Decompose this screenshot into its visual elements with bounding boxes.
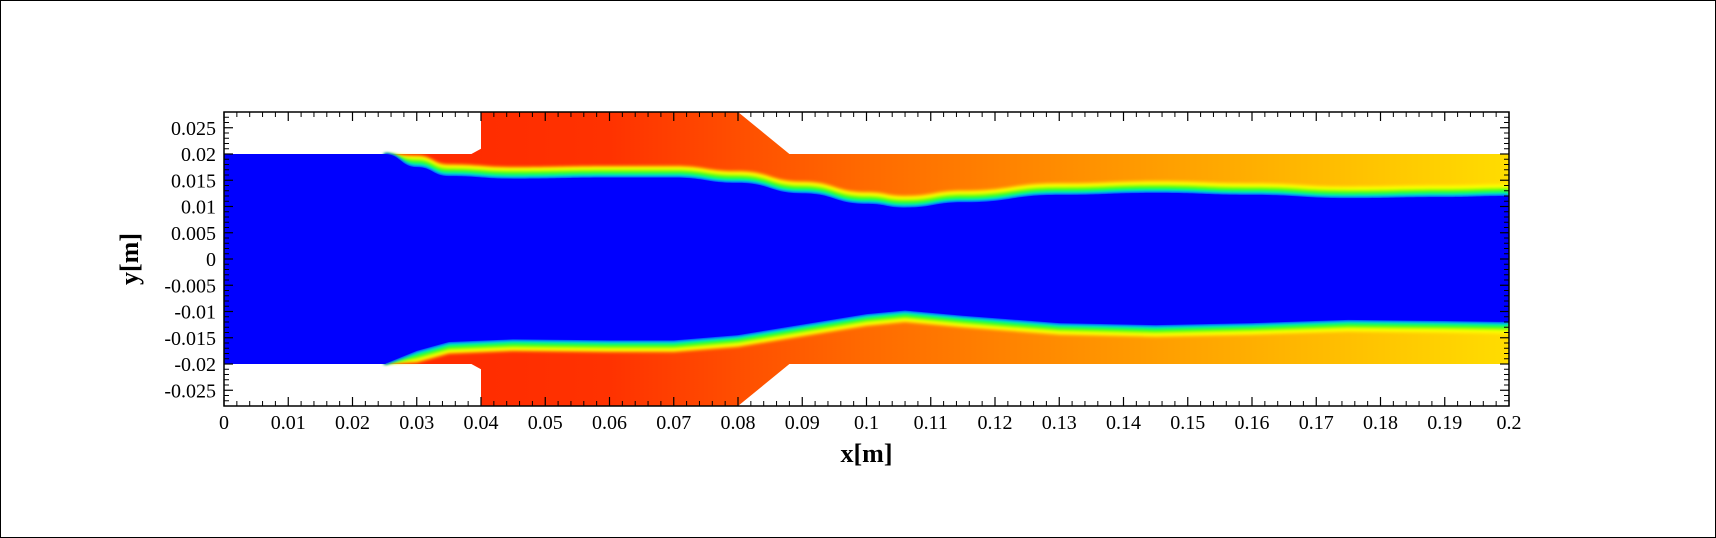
y-tick-label: 0 <box>206 249 216 271</box>
x-tick-label: 0.02 <box>335 412 370 434</box>
velocity-field <box>224 112 1509 406</box>
x-tick-label: 0.01 <box>271 412 306 434</box>
x-tick-label: 0.12 <box>978 412 1013 434</box>
x-axis-title: x[m] <box>841 439 893 468</box>
x-tick-label: 0.14 <box>1106 412 1141 434</box>
y-tick-label: 0.025 <box>171 118 216 140</box>
x-tick-label: 0 <box>219 412 229 434</box>
x-tick-label: 0.15 <box>1170 412 1205 434</box>
y-axis: 0.025 0.02 0.015 0.01 0.005 0 -0.005 -0.01 -0.01… <box>164 116 1509 402</box>
x-tick-label: 0.03 <box>399 412 434 434</box>
y-tick-label: 0.015 <box>171 170 216 192</box>
y-tick-label: -0.025 <box>164 380 216 402</box>
y-tick-label: -0.015 <box>164 328 216 350</box>
y-axis-title: y[m] <box>115 233 144 285</box>
x-tick-label: 0.08 <box>721 412 756 434</box>
y-tick-label: -0.005 <box>164 275 216 297</box>
y-tick-label: -0.01 <box>174 302 216 324</box>
y-tick-label: 0.01 <box>181 197 216 219</box>
x-axis: 0 0.01 0.02 0.03 0.04 0.05 0.06 0.07 0.08 0.09 0.1… <box>219 112 1522 434</box>
x-tick-label: 0.06 <box>592 412 627 434</box>
x-tick-label: 0.05 <box>528 412 563 434</box>
x-tick-label: 0.11 <box>914 412 948 434</box>
y-tick-label: 0.005 <box>171 223 216 245</box>
x-tick-label: 0.07 <box>656 412 691 434</box>
x-tick-label: 0.1 <box>854 412 879 434</box>
x-tick-label: 0.09 <box>785 412 820 434</box>
x-tick-label: 0.18 <box>1363 412 1398 434</box>
x-tick-label: 0.04 <box>464 412 499 434</box>
x-tick-label: 0.16 <box>1235 412 1270 434</box>
x-tick-label: 0.13 <box>1042 412 1077 434</box>
y-tick-label: -0.02 <box>174 354 216 376</box>
y-tick-label: 0.02 <box>181 144 216 166</box>
jet-core-solid <box>384 154 1509 364</box>
inlet-core <box>224 154 386 364</box>
x-tick-label: 0.2 <box>1497 412 1522 434</box>
x-tick-label: 0.19 <box>1427 412 1462 434</box>
x-tick-label: 0.17 <box>1299 412 1334 434</box>
